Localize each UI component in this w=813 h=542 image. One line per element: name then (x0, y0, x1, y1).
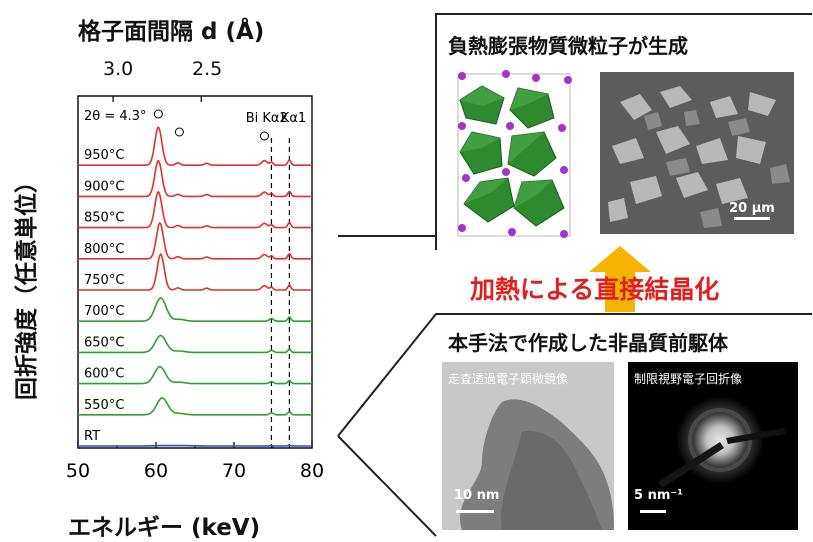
bottom-panel-title: 本手法で作成した非晶質前駆体 (448, 331, 728, 355)
up-arrow-icon (589, 246, 651, 312)
tem-scale-bar (456, 510, 494, 513)
top-tick-2.5: 2.5 (192, 58, 223, 80)
sem-scale-label: 20 µm (729, 201, 775, 216)
series-label-600°C: 600°C (84, 367, 124, 382)
x-tick-label-50: 50 (66, 460, 90, 482)
series-label-850°C: 850°C (84, 211, 124, 226)
series-line-550°C (78, 397, 312, 416)
angle-label: 2θ = 4.3° (84, 109, 147, 124)
diff-scale-bar (640, 510, 666, 513)
series-line-950°C (78, 126, 312, 166)
tem-title: 走査透過電子顕微鏡像 (448, 372, 569, 386)
peak-marker-2 (259, 131, 269, 141)
series-label-550°C: 550°C (84, 398, 124, 413)
series-label-900°C: 900°C (84, 179, 124, 194)
top-tick-3.0: 3.0 (103, 58, 134, 80)
electron-diffraction-image: 制限視野電子回折像 5 nm⁻¹ (628, 362, 798, 530)
x-tick-label-80: 80 (300, 460, 324, 482)
series-label-950°C: 950°C (84, 148, 124, 163)
series-label-800°C: 800°C (84, 242, 124, 257)
upper-callout-line (338, 13, 812, 237)
series-label-700°C: 700°C (84, 304, 124, 319)
lower-callout-bottom (337, 435, 437, 537)
crystal-structure-image (457, 70, 572, 238)
top-axis-title: 格子面間隔 d (Å) (78, 19, 265, 45)
diffraction-chart: 50 60 70 80 950°C 900°C 850°C 800°C 750°C 700°C 65… (66, 95, 324, 482)
peak-marker-0 (153, 109, 163, 119)
lower-callout-line (337, 313, 812, 437)
series-label-750°C: 750°C (84, 273, 124, 288)
series-line-750°C (78, 252, 312, 291)
diff-scale-label: 5 nm⁻¹ (634, 488, 683, 503)
x-axis-title: エネルギー (keV) (68, 515, 261, 541)
sem-scale-bar (734, 217, 770, 220)
ka1-label: Kα1 (281, 111, 306, 126)
series-label-650°C: 650°C (84, 335, 124, 350)
heating-label: 加熱による直接結晶化 (470, 275, 720, 304)
series-line-800°C (78, 221, 312, 260)
peak-marker-1 (174, 127, 184, 137)
series-line-700°C (78, 297, 312, 322)
series-line-850°C (78, 190, 312, 229)
series-line-600°C (78, 365, 312, 385)
series-line-900°C (78, 159, 312, 198)
series-line-650°C (78, 334, 312, 354)
series-line-RT (78, 444, 312, 447)
series-label-RT: RT (84, 429, 100, 444)
tem-image: 走査透過電子顕微鏡像 10 nm (442, 362, 614, 530)
bi-ka2-label: Bi Kα2 (246, 111, 288, 126)
x-tick-label-60: 60 (144, 460, 168, 482)
top-panel-title: 負熱膨張物質微粒子が生成 (448, 34, 688, 58)
tem-scale-label: 10 nm (454, 488, 500, 503)
sem-image: 20 µm (600, 72, 794, 234)
x-tick-label-70: 70 (222, 460, 246, 482)
diff-title: 制限視野電子回折像 (634, 372, 743, 386)
